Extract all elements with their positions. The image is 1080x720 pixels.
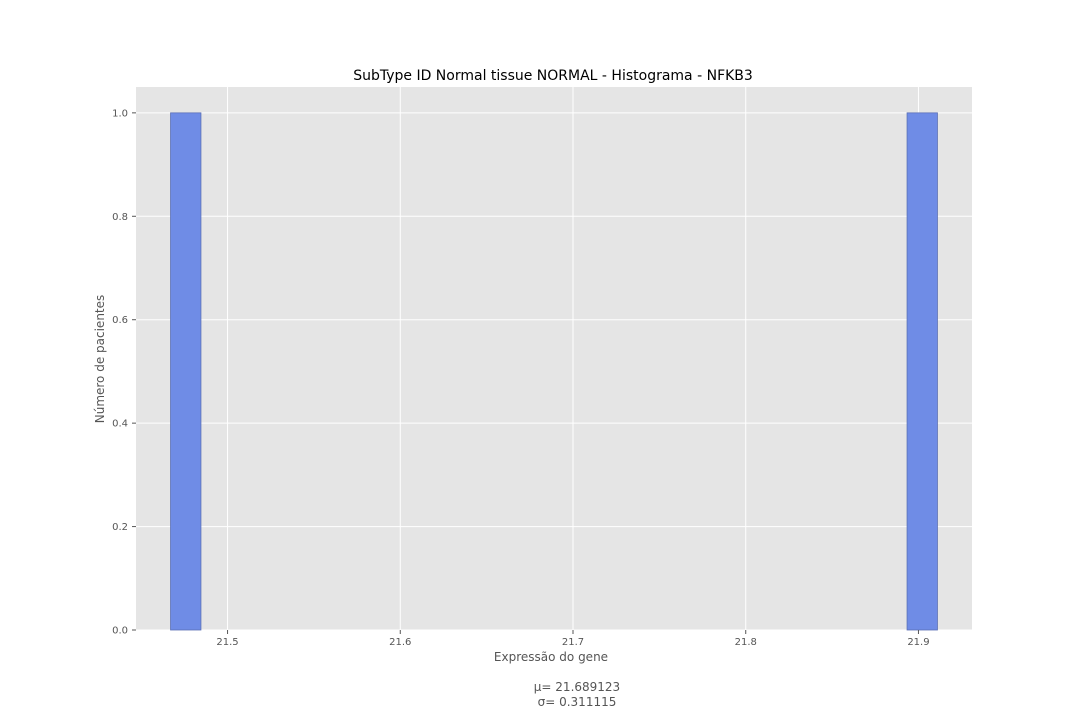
bars: [170, 112, 938, 631]
x-tick-label: 21.7: [562, 637, 584, 648]
y-tick-label: 0.0: [112, 626, 128, 637]
x-tick-label: 21.6: [389, 637, 411, 648]
y-tick-label: 0.6: [112, 315, 128, 326]
y-tick-label: 0.2: [112, 522, 128, 533]
histogram-bar: [170, 112, 202, 631]
x-tick-label: 21.9: [907, 637, 929, 648]
y-axis-label: Número de pacientes: [93, 295, 107, 424]
mean-stat: μ= 21.689123: [534, 680, 620, 694]
histogram-bar: [906, 112, 938, 631]
y-tick-label: 0.8: [112, 212, 128, 223]
std-stat: σ= 0.311115: [538, 695, 617, 709]
x-axis-label: Expressão do gene: [494, 650, 608, 664]
x-tick-label: 21.5: [216, 637, 238, 648]
y-tick-label: 1.0: [112, 108, 128, 119]
chart-title: SubType ID Normal tissue NORMAL - Histog…: [353, 68, 753, 84]
plot-area: [136, 87, 972, 630]
axis-ticks: 21.5 21.6 21.7 21.8 21.9 0.0 0.2 0.4 0.6 0.8 1.0: [112, 108, 929, 648]
y-tick-label: 0.4: [112, 419, 128, 430]
x-tick-label: 21.8: [735, 637, 757, 648]
